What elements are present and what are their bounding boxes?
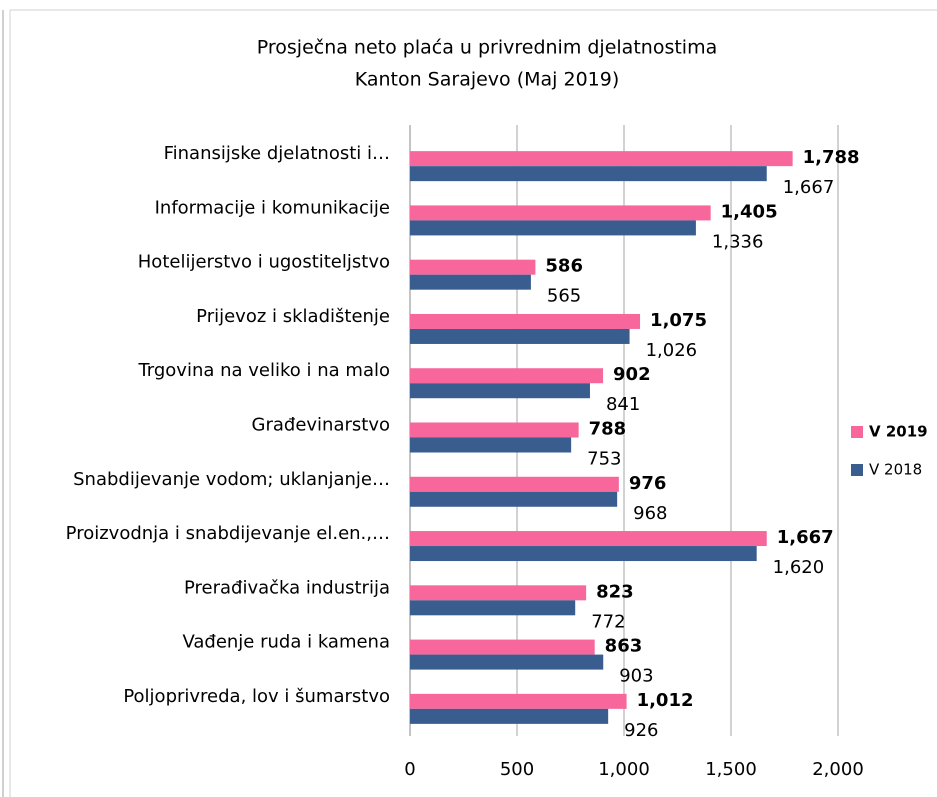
bar [410,476,619,492]
value-label: 1,405 [721,201,778,222]
value-label: 1,012 [637,690,694,711]
y-tick-label: Informacije i komunikacije [155,197,390,218]
bar [410,166,767,182]
bar [410,274,531,290]
value-label: 565 [547,286,581,307]
value-label: 1,788 [803,147,860,168]
value-label: 968 [633,503,667,524]
x-tick-label: 500 [500,759,534,780]
value-label: 976 [629,473,667,494]
value-label: 772 [591,611,625,632]
value-label: 1,026 [646,340,698,361]
legend-label: V 2019 [869,423,928,441]
bar [410,205,711,221]
value-label: 1,667 [777,527,834,548]
value-label: 863 [605,636,643,657]
bar [410,491,618,507]
value-label: 1,620 [773,557,825,578]
x-tick-label: 2,000 [812,759,864,780]
y-tick-label: Prerađivačka industrija [184,577,390,598]
bar [410,585,587,601]
bar [410,639,595,655]
chart-subtitle: Kanton Sarajevo (Maj 2019) [355,69,620,91]
y-tick-label: Snabdijevanje vodom; uklanjanje… [73,469,390,490]
legend-swatch [851,464,863,476]
bar [410,383,590,399]
value-label: 753 [587,449,621,470]
y-tick-label: Hotelijerstvo i ugostiteljstvo [138,252,390,273]
value-label: 788 [589,419,627,440]
value-label: 926 [624,720,658,741]
y-tick-label: Vađenje ruda i kamena [182,632,390,653]
y-tick-label: Prijevoz i skladištenje [196,306,390,327]
x-tick-label: 1,500 [705,759,757,780]
bar [410,259,536,275]
bar [410,313,641,329]
bar [410,422,579,438]
bar [410,531,767,547]
value-label: 1,075 [650,310,707,331]
x-tick-label: 1,000 [598,759,650,780]
bar [410,546,757,562]
legend-swatch [851,426,863,438]
value-label: 903 [619,666,653,687]
value-label: 902 [613,364,651,385]
value-label: 841 [606,394,640,415]
bar [410,328,630,344]
value-label: 1,667 [783,177,835,198]
bar [410,600,576,616]
bar [410,708,609,724]
legend-label: V 2018 [869,461,922,479]
y-tick-label: Trgovina na veliko i na malo [137,360,390,381]
bar [410,693,627,709]
bar [410,220,696,236]
chart-title: Prosječna neto plaća u privrednim djelat… [257,37,717,59]
bar [410,368,604,384]
y-tick-label: Proizvodnja i snabdijevanje el.en.,… [66,523,390,544]
bar [410,654,604,670]
value-label: 823 [596,581,634,602]
y-tick-label: Finansijske djelatnosti i… [164,143,390,164]
bar [410,437,572,453]
x-tick-label: 0 [404,759,415,780]
value-label: 586 [545,256,583,277]
bar [410,151,793,167]
value-label: 1,336 [712,231,764,252]
y-tick-label: Građevinarstvo [252,415,390,436]
y-tick-label: Poljoprivreda, lov i šumarstvo [123,686,390,707]
